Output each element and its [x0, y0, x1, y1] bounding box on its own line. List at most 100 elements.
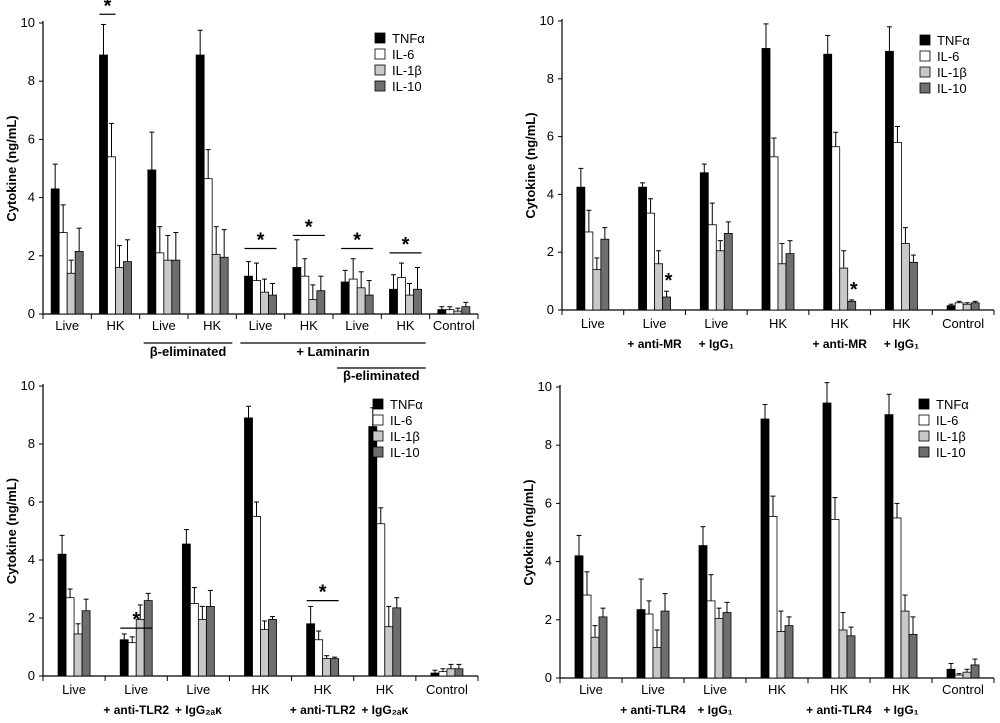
y-tick-label: 4 [545, 554, 552, 569]
bar [962, 303, 972, 311]
legend-label: IL-1β [937, 65, 967, 80]
bar [58, 232, 68, 315]
bar [384, 626, 394, 677]
legend-swatch [919, 34, 931, 46]
bar [644, 613, 654, 679]
category-sublabel: + IgG₁ [699, 337, 734, 351]
legend-label: IL-6 [390, 413, 412, 428]
bar [147, 169, 157, 315]
bar [662, 296, 671, 311]
bar [81, 610, 91, 677]
y-tick-label: 4 [28, 190, 35, 205]
bar [413, 288, 422, 315]
bar [706, 600, 716, 679]
bar [397, 277, 406, 315]
legend-label: TNFα [936, 397, 969, 412]
bar [260, 291, 269, 315]
category-sublabel: + IgG₁ [884, 337, 919, 351]
category-label: HK [831, 316, 849, 331]
category-label: HK [106, 318, 124, 333]
bar [143, 600, 153, 677]
legend-label: IL-10 [392, 79, 422, 94]
category-sublabel: + IgG₂ₐκ [361, 703, 408, 717]
bar [760, 418, 770, 679]
legend-swatch [372, 414, 384, 426]
category-label: Live [152, 318, 176, 333]
bar [66, 272, 76, 315]
y-tick-label: 6 [28, 494, 35, 509]
legend-label: IL-1β [392, 63, 422, 78]
legend-label: IL-6 [392, 47, 414, 62]
bar [244, 417, 253, 677]
bar [654, 263, 663, 311]
legend-swatch [918, 430, 930, 442]
category-label: HK [376, 682, 394, 697]
bar [699, 172, 709, 311]
bar [74, 251, 84, 315]
bar [438, 671, 448, 677]
category-label: Live [345, 318, 369, 333]
bar [823, 53, 833, 311]
y-tick-label: 6 [547, 129, 554, 144]
bar [598, 616, 608, 679]
bar [723, 233, 733, 311]
chart-panel-b: 0 2 4 6 8 10 Cytokine (ng/mL) Live Live Live HK HK H… [523, 13, 995, 351]
bar [901, 243, 910, 311]
bar [203, 178, 213, 315]
significance-star: * [257, 230, 265, 252]
bar [660, 610, 670, 679]
bar [636, 609, 646, 679]
chart-panel-a: 0 2 4 6 8 10 Cytokine (ng/mL) Live HK Live HK Live H… [4, 0, 479, 383]
chart-panel-d: 0 2 4 6 8 10 Cytokine (ng/mL) Live Live Live HK HK H… [521, 379, 995, 717]
category-label: Live [641, 682, 665, 697]
bar [909, 261, 918, 311]
bar [646, 212, 655, 311]
bar [454, 668, 464, 677]
bar [445, 309, 455, 315]
significance-star: * [353, 230, 361, 252]
y-tick-label: 4 [547, 186, 554, 201]
category-sublabel: + anti-TLR2 [290, 703, 356, 717]
legend-swatch [374, 48, 386, 60]
bar [252, 280, 261, 315]
category-sublabel: + anti-TLR4 [620, 703, 686, 717]
legend-swatch [372, 398, 384, 410]
bar [453, 310, 463, 315]
bar [584, 231, 594, 311]
legend-swatch [919, 82, 931, 94]
bar [761, 48, 771, 311]
group-label: β-eliminated [150, 344, 227, 359]
legend-label: IL-10 [936, 445, 966, 460]
bar [582, 594, 592, 679]
y-axis-title: Cytokine (ng/mL) [523, 112, 538, 218]
bar [884, 414, 894, 679]
bar [57, 553, 67, 677]
y-tick-label: 10 [21, 378, 35, 393]
bar [181, 543, 191, 677]
legend-swatch [918, 414, 930, 426]
bar [308, 299, 318, 315]
bar [322, 658, 332, 677]
significance-star: * [402, 234, 410, 256]
bar [219, 256, 229, 315]
legend-swatch [374, 80, 386, 92]
bar [171, 259, 181, 315]
bar [252, 516, 261, 677]
y-tick-label: 2 [28, 248, 35, 263]
bar [830, 519, 840, 679]
legend-label: IL-1β [390, 429, 420, 444]
legend-label: IL-10 [390, 445, 420, 460]
legend-label: IL-6 [937, 49, 959, 64]
bar [714, 617, 724, 679]
y-tick-label: 10 [21, 15, 35, 30]
bar [946, 668, 956, 679]
y-tick-label: 4 [28, 552, 35, 567]
bar [707, 224, 717, 311]
bar [155, 252, 165, 315]
category-label: Live [55, 318, 79, 333]
legend-swatch [372, 446, 384, 458]
category-label: HK [300, 318, 318, 333]
bar [50, 188, 60, 315]
bar [785, 253, 795, 311]
